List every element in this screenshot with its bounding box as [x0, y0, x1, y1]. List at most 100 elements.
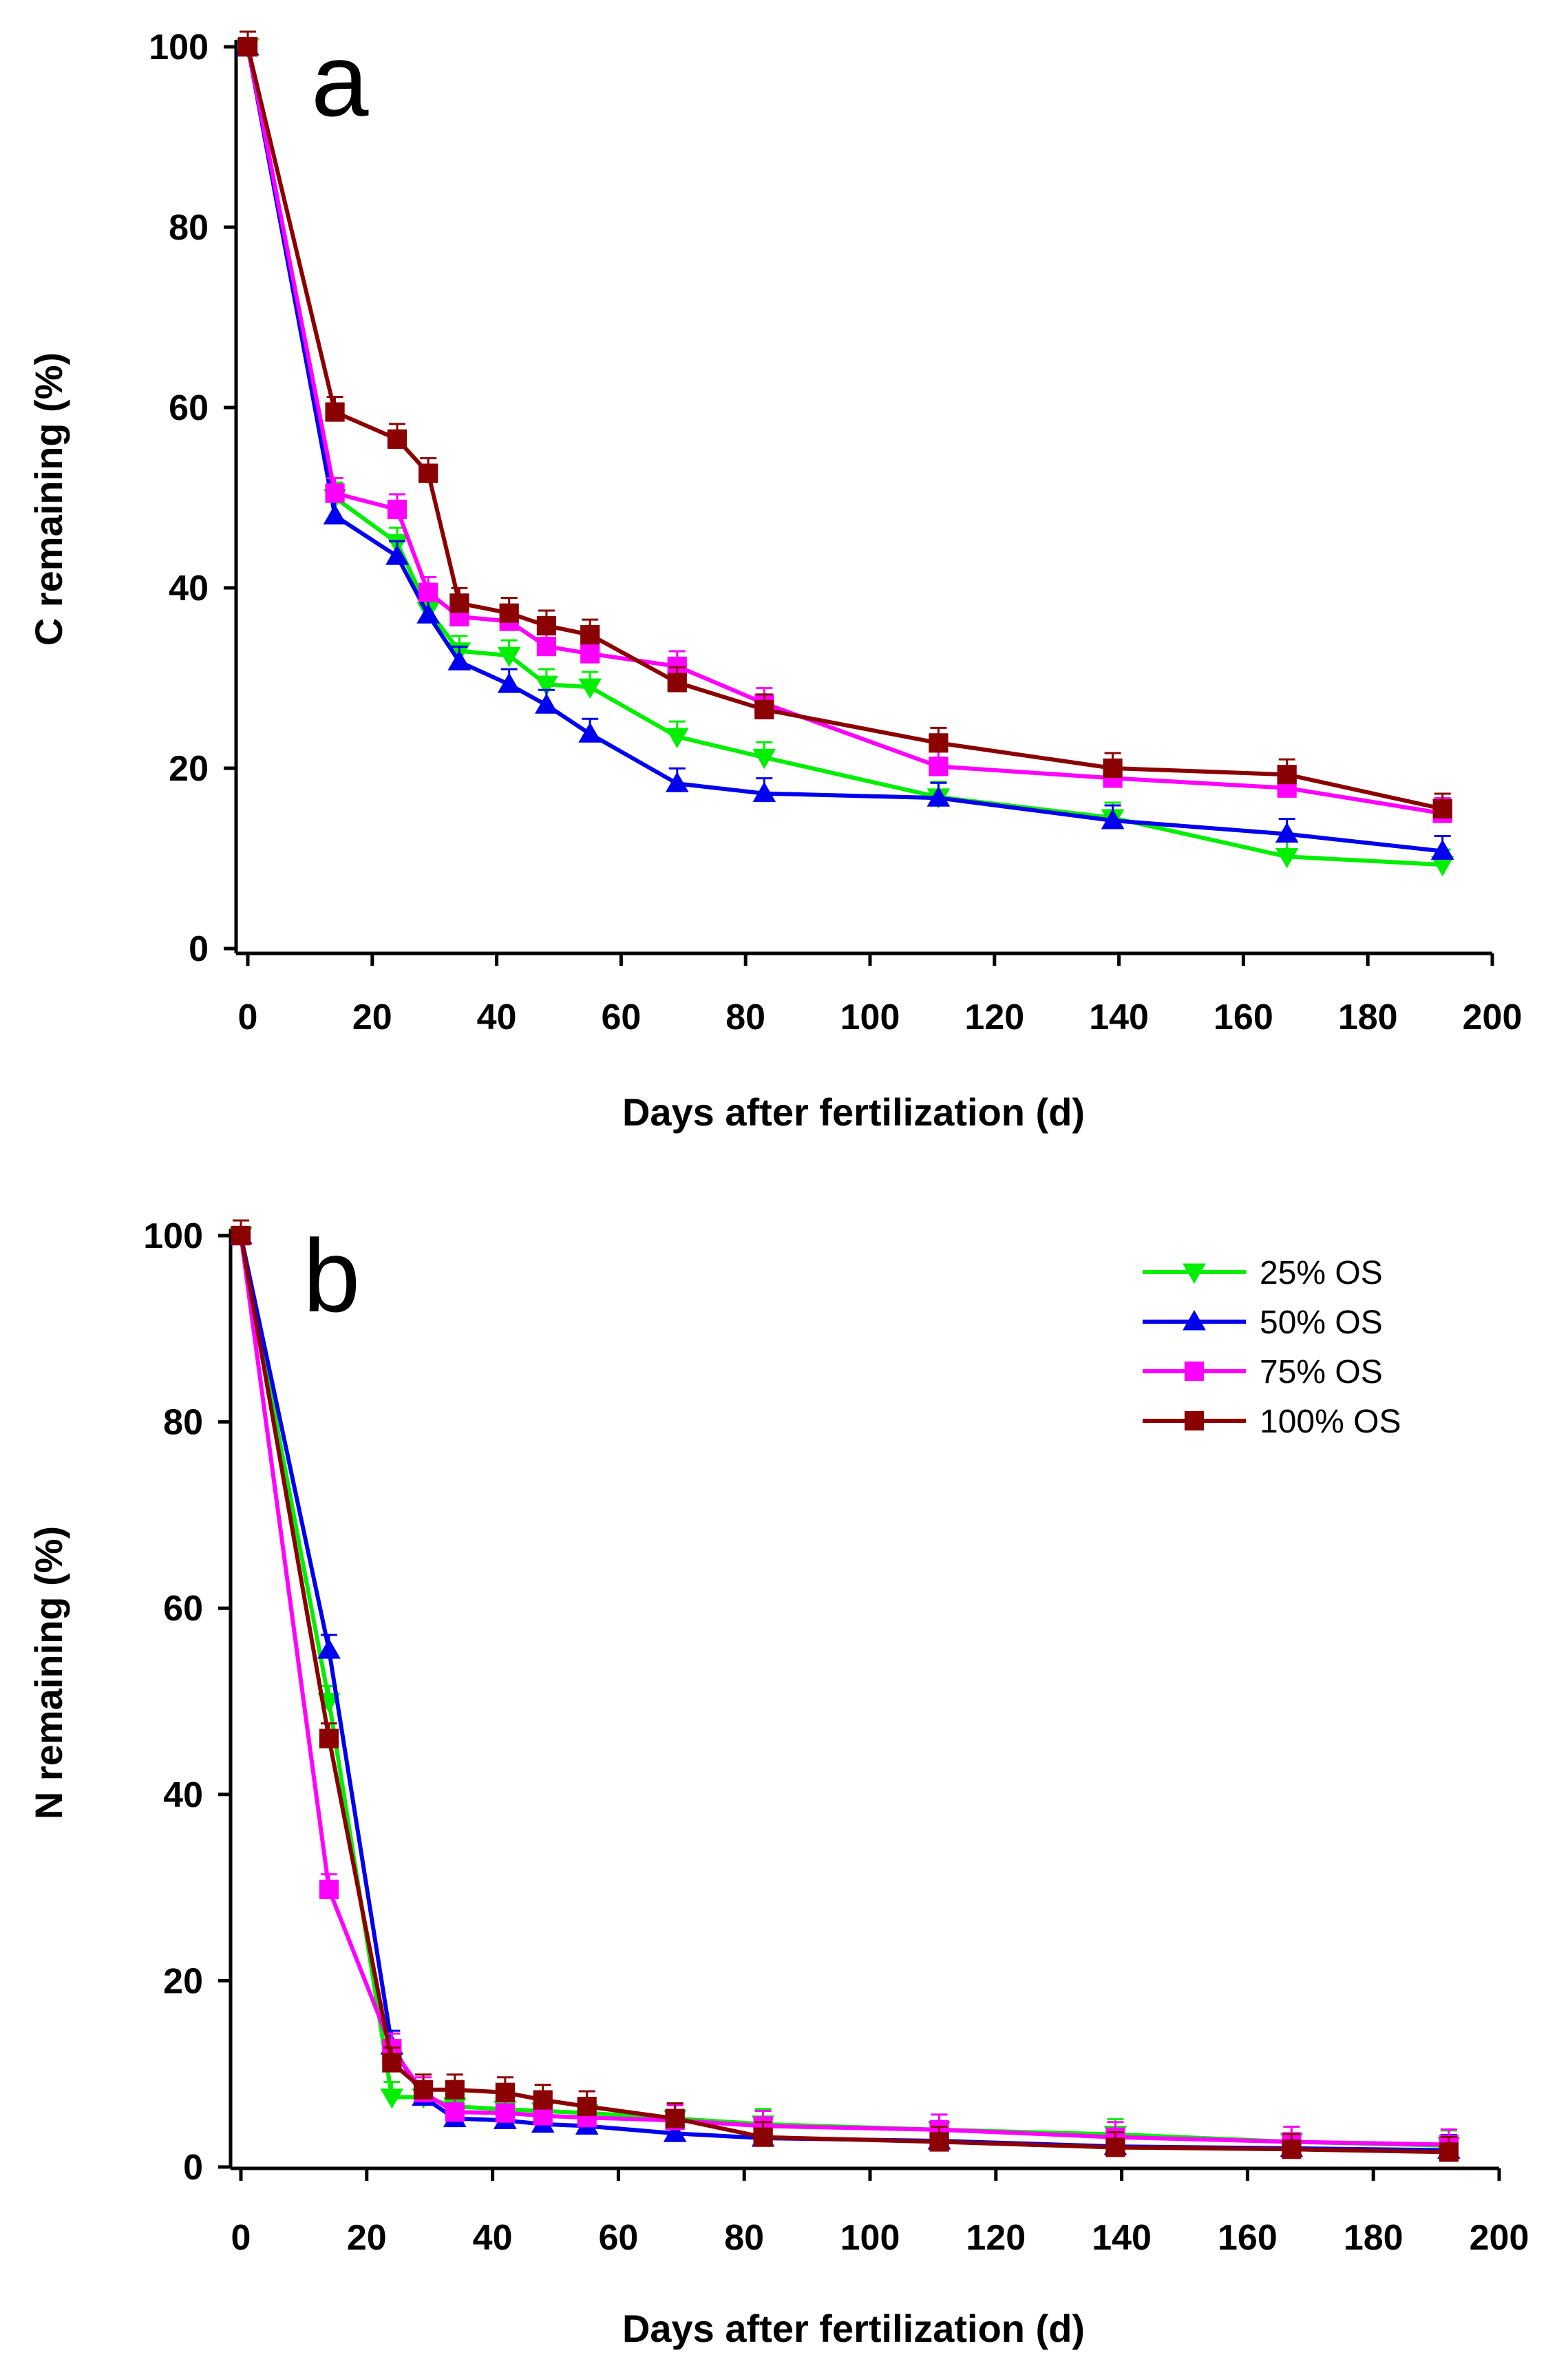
panel-b-legend: 25% OS 50% OS 75% OS 100% OS — [1143, 1255, 1401, 1440]
panel-a-data-point — [1103, 758, 1123, 779]
panel-a-data-point — [387, 429, 407, 449]
panel-b-x-tick-label: 20 — [347, 2218, 387, 2258]
panel-a-x-tick-label: 140 — [1089, 997, 1149, 1037]
panel-b-data-point — [495, 2082, 515, 2102]
panel-b-y-tick-label: 20 — [163, 1961, 203, 2001]
panel-a-x-tick-label: 120 — [964, 997, 1024, 1037]
panel-a-data-point — [497, 646, 521, 668]
panel-b-data-point — [445, 2102, 465, 2122]
panel-a-data-point — [325, 402, 345, 422]
panel-b-y-tick-label: 0 — [183, 2148, 203, 2188]
panel-a-data-point — [535, 693, 558, 714]
panel-a-x-tick-label: 20 — [352, 997, 392, 1037]
panel-a-data-point — [754, 699, 774, 719]
panel-a-data-point — [536, 637, 557, 657]
panel-a-data-point — [323, 504, 347, 525]
panel-a-data-point — [325, 483, 345, 503]
panel-a-data-point — [387, 499, 407, 520]
panel-b-x-tick-label: 200 — [1470, 2218, 1529, 2258]
panel-b-y-tick-label: 100 — [143, 1216, 203, 1256]
panel-b-letter: b — [303, 1218, 360, 1333]
panel-b-data-point — [445, 2080, 465, 2100]
panel-b-x-axis-title: Days after fertilization (d) — [622, 2307, 1085, 2350]
panel-a-data-point — [419, 582, 438, 602]
panel-b-data-point — [533, 2090, 553, 2110]
panel-b-data-point — [319, 1879, 339, 1899]
panel-a-data-point — [1432, 799, 1452, 819]
panel-b-x-tick-label: 160 — [1218, 2218, 1278, 2258]
panel-a-data-point — [535, 675, 558, 697]
panel-a-data-point — [1277, 765, 1297, 785]
panel-a-data-point — [447, 650, 472, 670]
panel-a-x-axis-title: Days after fertilization (d) — [622, 1090, 1085, 1134]
panel-a-x-tick-label: 40 — [477, 997, 517, 1037]
panel-b-plot-area: 0 20 40 60 80 100 0 20 40 60 80 100 120 140 160 180 200 — [143, 1216, 1529, 2258]
panel-a-data-point — [416, 603, 441, 624]
legend-label: 25% OS — [1260, 1255, 1383, 1291]
panel-b-y-axis-title: N remaining (%) — [27, 1526, 70, 1819]
panel-b-data-point — [1282, 2139, 1302, 2159]
panel-a-data-point — [419, 463, 438, 483]
panel-a-y-axis-title: C remaining (%) — [27, 352, 70, 646]
panel-a-data-point — [1101, 808, 1125, 829]
panel-a-letter: a — [311, 22, 369, 138]
legend-label: 50% OS — [1260, 1304, 1383, 1341]
panel-b-data-point — [413, 2080, 434, 2100]
legend-marker — [1183, 1263, 1206, 1284]
panel-a-y-tick-label: 80 — [169, 208, 209, 248]
panel-b-x-tick-label: 120 — [966, 2218, 1026, 2258]
panel-a-data-point — [580, 625, 600, 645]
panel-b-data-point — [317, 1638, 341, 1659]
panel-a-data-point — [1275, 822, 1299, 843]
panel-a-y-tick-label: 60 — [169, 388, 209, 428]
panel-a-series-line-1 — [246, 46, 1443, 854]
panel-b-x-tick-label: 40 — [473, 2218, 513, 2258]
panel-a-x-tick-label: 80 — [725, 997, 765, 1037]
panel-b-data-point — [380, 2089, 404, 2109]
panel-a-x-tick-label: 160 — [1214, 997, 1273, 1037]
panel-a-series-line-2 — [246, 46, 1443, 816]
panel-a-data-point — [499, 603, 519, 623]
panel-a-data-point — [497, 673, 521, 693]
panel-b-y-tick-label: 60 — [163, 1589, 203, 1629]
panel-b-x-tick-label: 100 — [840, 2218, 900, 2258]
panel-b-x-tick-label: 60 — [598, 2218, 638, 2258]
panel-a-x-tick-label: 100 — [840, 997, 900, 1037]
panel-b-data-point — [319, 1728, 339, 1748]
panel-a-data-point — [237, 36, 258, 57]
panel-b-data-point — [577, 2096, 597, 2117]
legend-label: 75% OS — [1260, 1354, 1383, 1391]
panel-a-data-point — [580, 644, 600, 664]
panel-b-data-point — [1439, 2142, 1459, 2162]
panel-a-data-point — [578, 722, 602, 743]
panel-a-data-point — [1275, 847, 1299, 869]
panel-b-data-point — [929, 2132, 949, 2152]
panel-a-data-point — [665, 728, 689, 749]
legend-marker — [1183, 1309, 1206, 1331]
panel-a-data-point — [536, 615, 557, 636]
panel-a-data-point — [752, 781, 776, 803]
panel-a-data-point — [665, 772, 689, 792]
panel-a-plot-area: 0 20 40 60 80 100 0 20 40 60 80 100 120 140 160 180 200 — [149, 28, 1522, 1037]
panel-a-data-point — [752, 748, 776, 770]
panel-a-data-point — [667, 673, 687, 692]
panel-b-data-point — [1105, 2137, 1125, 2157]
panel-a-data-point — [385, 544, 409, 565]
panel-a-data-point — [929, 757, 949, 776]
panel-a-x-tick-label: 200 — [1463, 997, 1523, 1037]
panel-b-y-tick-label: 80 — [163, 1403, 203, 1443]
panel-a-y-tick-label: 0 — [189, 929, 209, 969]
panel-a-data-point — [926, 786, 951, 807]
panel-b-x-tick-label: 140 — [1092, 2218, 1152, 2258]
panel-a-data-point — [929, 733, 949, 753]
panel-b-data-point — [753, 2127, 773, 2147]
legend-marker — [1184, 1361, 1205, 1382]
panel-a-y-tick-label: 100 — [149, 28, 209, 67]
panel-b-data-point — [663, 2122, 687, 2142]
panel-b-data-point — [382, 2053, 402, 2073]
panel-b-data-point — [665, 2108, 685, 2128]
